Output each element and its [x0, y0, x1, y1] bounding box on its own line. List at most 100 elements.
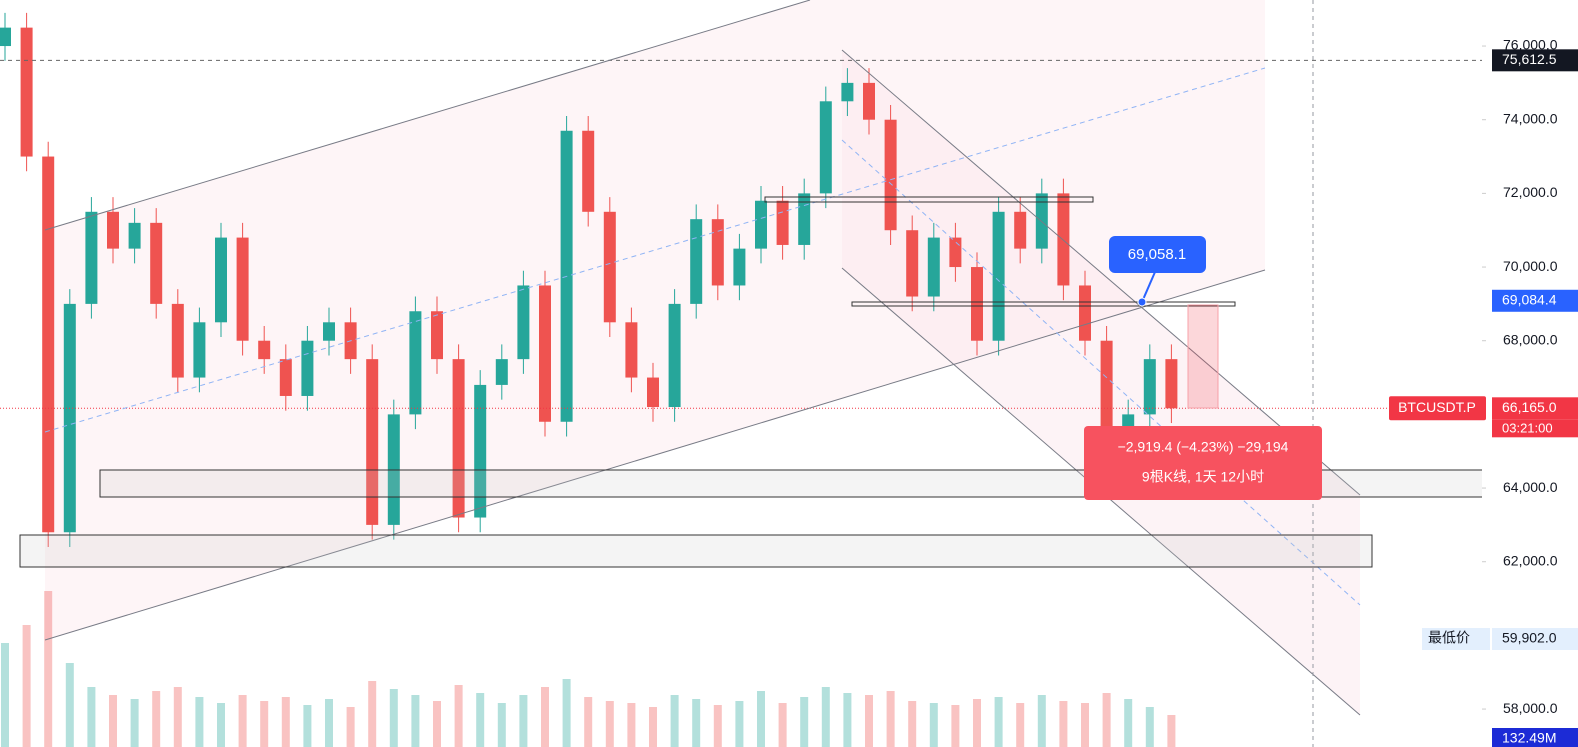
- volume-bar: [713, 705, 722, 747]
- volume-bar: [757, 691, 765, 747]
- candle-body: [863, 82, 875, 120]
- candle-body: [949, 237, 962, 268]
- volume-bar: [195, 697, 204, 747]
- callout-dot: [1137, 297, 1147, 307]
- candle-body: [668, 303, 681, 408]
- volume-bar: [865, 695, 873, 747]
- candle-body: [409, 311, 422, 415]
- y-tick-label: 76,000.0: [1503, 37, 1558, 53]
- candle-body: [711, 219, 724, 286]
- y-tick-label: 72,000.0: [1503, 184, 1558, 200]
- candle-body: [992, 211, 1005, 341]
- candle-body: [603, 211, 616, 323]
- price-marker: [1492, 49, 1578, 72]
- candle-body: [1165, 359, 1178, 409]
- volume-bar: [217, 703, 225, 747]
- volume-bar: [908, 701, 917, 747]
- volume-bar: [1081, 703, 1089, 747]
- callout-pointer: [1141, 271, 1156, 303]
- candle-body: [193, 322, 206, 378]
- candle-body: [323, 322, 335, 341]
- candle-body: [582, 130, 595, 212]
- countdown: 03:21:00: [1502, 421, 1553, 436]
- volume-bar: [1, 643, 9, 747]
- candle-body: [539, 285, 551, 422]
- candle-body: [431, 311, 443, 360]
- volume-bar: [346, 707, 355, 747]
- symbol-label: BTCUSDT.P: [1398, 399, 1476, 415]
- trend-line: [44, 269, 1266, 641]
- volume-bar: [541, 687, 549, 747]
- volume-bar: [843, 693, 852, 747]
- candle-body: [171, 303, 184, 378]
- candle-body: [927, 237, 940, 297]
- series: [0, 12, 1482, 747]
- candle-body: [258, 340, 271, 360]
- measure-range: [1187, 304, 1219, 409]
- price-marker-label: 75,612.5: [1502, 51, 1557, 67]
- volume-bar: [929, 703, 938, 747]
- volume-bar: [692, 699, 701, 747]
- volume-bar: [433, 701, 441, 747]
- measure-text: 9根K线, 1天 12小时: [1142, 469, 1264, 485]
- candle-body: [755, 200, 767, 249]
- candle-body: [63, 303, 76, 533]
- candle-body: [128, 222, 141, 249]
- volume-marker: [1492, 728, 1578, 747]
- measure-box: [1084, 426, 1322, 500]
- candle-body: [107, 211, 119, 249]
- volume-bar: [670, 695, 679, 747]
- candle-body: [625, 322, 638, 378]
- volume-bar: [584, 697, 593, 747]
- candle-body: [474, 384, 487, 518]
- zone: [851, 301, 1236, 307]
- volume-bar: [627, 703, 636, 747]
- y-tick-label: 58,000.0: [1503, 700, 1558, 716]
- trend-line: [44, 0, 811, 231]
- y-tick-label: 68,000.0: [1503, 331, 1558, 347]
- candle-body: [20, 27, 33, 157]
- y-tick-label: 70,000.0: [1503, 258, 1558, 274]
- volume-bar: [1059, 701, 1068, 747]
- candle-body: [776, 200, 789, 245]
- price-marker: [1492, 628, 1578, 651]
- trend-line: [841, 49, 1361, 496]
- volume-bar: [411, 695, 420, 747]
- candle-body: [971, 267, 983, 341]
- volume-bar: [281, 697, 290, 747]
- candle-body: [733, 248, 746, 286]
- y-tick-label: 62,000.0: [1503, 552, 1558, 568]
- candle-body: [150, 222, 163, 304]
- candle-body: [42, 156, 55, 533]
- candle-body: [85, 211, 98, 304]
- zone: [764, 196, 1094, 203]
- volume-bar: [152, 691, 161, 747]
- candle-body: [690, 219, 703, 304]
- candle-body: [1100, 340, 1113, 433]
- candle-body: [819, 101, 832, 194]
- volume-bar: [109, 695, 117, 747]
- price-note: 最低价: [1428, 630, 1470, 646]
- candle-body: [0, 27, 11, 47]
- measure-text: −2,919.4 (−4.23%) −29,194: [1118, 439, 1289, 455]
- symbol-tag: [1389, 396, 1486, 421]
- volume-bar: [173, 687, 182, 747]
- candle-body: [1143, 359, 1156, 415]
- volume-bar: [1037, 695, 1046, 747]
- candle-body: [906, 230, 919, 297]
- volume-bar: [605, 701, 614, 747]
- candle-body: [1014, 211, 1027, 249]
- price-marker-label: 66,165.0: [1502, 399, 1557, 415]
- volume-bar: [87, 687, 96, 747]
- volume-bar: [951, 705, 960, 747]
- volume-label: 132.49M: [1502, 730, 1556, 746]
- candle-body: [279, 359, 292, 396]
- candle-body: [366, 359, 379, 525]
- volume-bar: [65, 663, 74, 747]
- candle-body: [1057, 193, 1070, 286]
- volume-bar: [973, 699, 981, 747]
- volume-bar: [800, 697, 809, 747]
- price-marker: [1492, 289, 1578, 312]
